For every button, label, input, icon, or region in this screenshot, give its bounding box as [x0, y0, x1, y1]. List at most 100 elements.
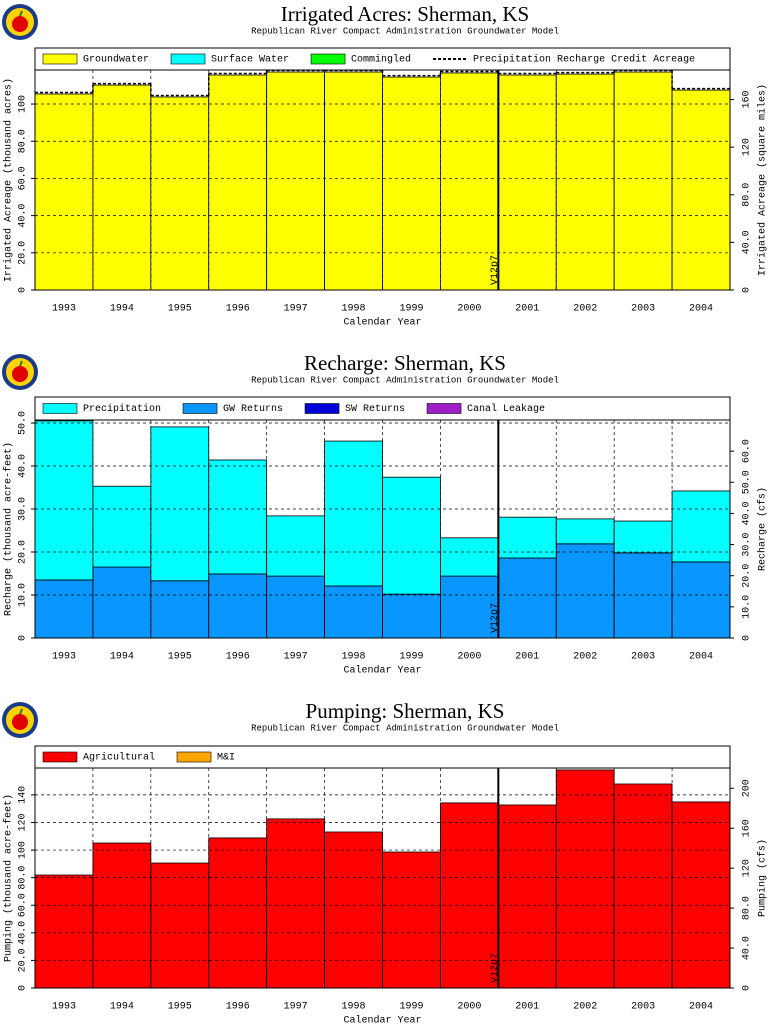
bar — [208, 837, 268, 989]
bar — [92, 485, 152, 568]
x-tick-label: 2003 — [631, 304, 655, 315]
x-tick-label: 1994 — [110, 1002, 134, 1013]
y-tick-label: 20.0 — [18, 948, 29, 972]
x-tick-label: 2002 — [573, 652, 597, 663]
bar — [497, 74, 557, 291]
legend-swatch — [42, 751, 78, 763]
bar — [324, 831, 383, 989]
x-tick-label: 1994 — [110, 652, 134, 663]
y2-tick-label: 40.0 — [742, 501, 753, 525]
y-tick-label: 20.0 — [18, 241, 29, 265]
bar — [555, 518, 615, 545]
x-tick-label: 2004 — [689, 1002, 713, 1013]
x-tick-label: 2000 — [457, 1002, 481, 1013]
bar — [555, 543, 615, 639]
bar — [382, 76, 441, 291]
logo — [2, 702, 38, 738]
legend-label: M&I — [217, 753, 235, 764]
x-tick-label: 2000 — [457, 304, 481, 315]
y2-tick-label: 50.0 — [742, 470, 753, 494]
x-tick-label: 1993 — [52, 652, 76, 663]
x-tick-label: 2002 — [573, 1002, 597, 1013]
x-tick-label: 1996 — [226, 652, 250, 663]
bar — [208, 74, 268, 291]
y-tick-label: 0 — [18, 287, 29, 293]
bar — [613, 71, 673, 291]
y2-tick-label: 120 — [742, 859, 753, 877]
bar — [440, 537, 499, 577]
bar — [266, 575, 325, 639]
bar — [382, 476, 441, 595]
x-tick-label: 2001 — [515, 1002, 539, 1013]
chart-subtitle: Republican River Compact Administration … — [251, 723, 559, 733]
legend-label: Precipitation Recharge Credit Acreage — [473, 54, 695, 66]
y-tick-label: 120 — [18, 813, 29, 831]
y-tick-label: 80.0 — [18, 866, 29, 890]
bar — [150, 862, 210, 989]
plot-frame — [34, 396, 731, 639]
legend-swatch — [304, 403, 340, 414]
legend-label: Commingled — [351, 54, 411, 66]
legend-swatch — [42, 53, 78, 65]
legend-label: Canal Leakage — [467, 403, 545, 415]
bar — [324, 71, 383, 291]
x-tick-label: 1996 — [226, 304, 250, 315]
y2-tick-label: 0 — [742, 985, 753, 991]
bar — [613, 520, 673, 554]
y2-tick-label: 30.0 — [742, 533, 753, 557]
y-tick-label: 0 — [18, 985, 29, 991]
bar — [671, 801, 731, 989]
bar — [34, 579, 94, 639]
x-tick-label: 1995 — [168, 652, 192, 663]
legend-swatch — [426, 403, 462, 414]
y2-tick-label: 160 — [742, 91, 753, 109]
bar — [92, 842, 152, 989]
plot-frame — [34, 745, 731, 989]
y-tick-label: 40.0 — [18, 454, 29, 478]
chart-title: Pumping: Sherman, KS — [306, 699, 505, 723]
bar — [34, 874, 94, 989]
legend-swatch — [170, 53, 206, 65]
x-tick-label: 1997 — [284, 1002, 308, 1013]
x-tick-label: 1998 — [342, 1002, 366, 1013]
x-tick-label: 1998 — [342, 304, 366, 315]
y-tick-label: 30.0 — [18, 497, 29, 521]
legend-label: Precipitation — [83, 403, 161, 415]
bar — [150, 580, 210, 639]
y-axis-title: Pumping (thousand acre-feet) — [3, 794, 15, 962]
bar — [266, 71, 325, 291]
bar — [324, 440, 383, 587]
legend-swatch — [310, 53, 346, 65]
bar — [34, 93, 94, 291]
bar — [382, 593, 441, 639]
bar — [208, 459, 268, 575]
x-tick-label: 1997 — [284, 652, 308, 663]
bar — [208, 573, 268, 639]
bar — [34, 420, 94, 581]
y-tick-label: 40.0 — [18, 204, 29, 228]
bar — [324, 585, 383, 639]
x-tick-label: 1999 — [399, 1002, 423, 1013]
y-tick-label: 140 — [18, 786, 29, 804]
x-tick-label: 1994 — [110, 304, 134, 315]
y-tick-label: 10.0 — [18, 583, 29, 607]
y2-tick-label: 160 — [742, 819, 753, 837]
y2-axis-title: Irrigated Acreage (square miles) — [757, 84, 768, 276]
bar — [497, 516, 557, 559]
bar — [671, 89, 731, 291]
logo — [2, 4, 38, 40]
y2-tick-label: 80.0 — [742, 183, 753, 207]
y2-tick-label: 10.0 — [742, 595, 753, 619]
y-tick-label: 40.0 — [18, 921, 29, 945]
legend-swatch — [176, 751, 212, 763]
plot-frame — [34, 47, 731, 291]
bar — [92, 84, 152, 291]
x-tick-label: 1997 — [284, 304, 308, 315]
chart-title: Irrigated Acres: Sherman, KS — [281, 2, 529, 26]
chart-title: Recharge: Sherman, KS — [304, 351, 506, 375]
chart-subtitle: Republican River Compact Administration … — [251, 375, 559, 385]
x-tick-label: 2002 — [573, 304, 597, 315]
legend-label: SW Returns — [345, 404, 405, 415]
y2-tick-label: 0 — [742, 287, 753, 293]
